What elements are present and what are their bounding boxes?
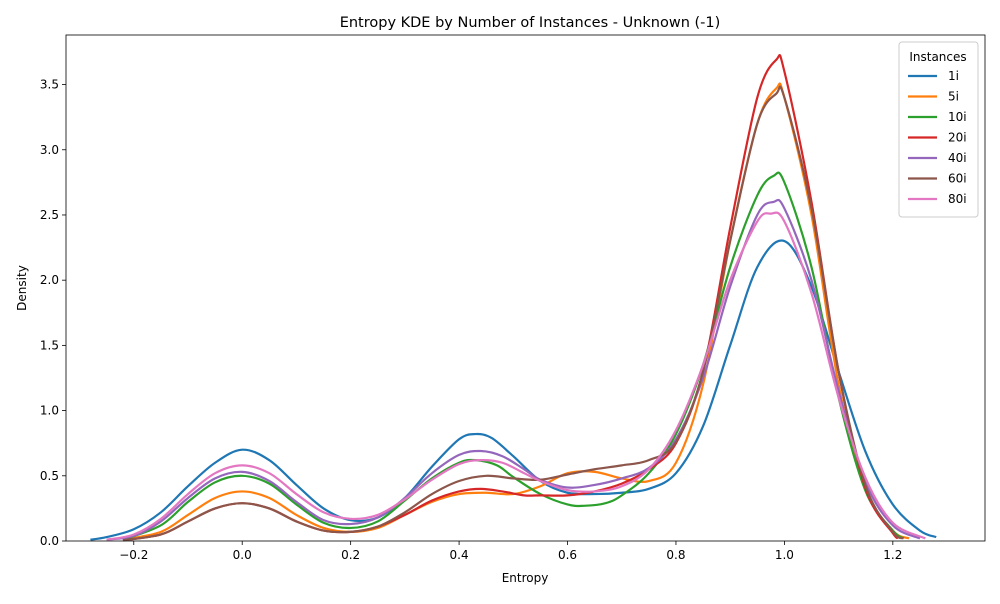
x-tick-label: 1.0 — [775, 548, 794, 562]
x-tick-label: 1.2 — [883, 548, 902, 562]
y-tick-label: 1.0 — [40, 404, 59, 418]
series-line-10i — [122, 171, 905, 541]
y-tick-label: 0.5 — [40, 469, 59, 483]
x-tick-label: −0.2 — [119, 548, 148, 562]
plot-area-frame — [65, 34, 986, 542]
legend-label-1i: 1i — [948, 69, 959, 83]
legend-label-5i: 5i — [948, 90, 959, 104]
series-layer — [90, 54, 937, 542]
x-axis-title: Entropy — [502, 571, 549, 585]
legend-box — [898, 41, 979, 218]
y-tick-label: 0.0 — [40, 534, 59, 548]
y-tick-label: 3.0 — [40, 143, 59, 157]
legend-items: 1i 5i 10i 20i 40i 60i 80i — [908, 69, 967, 206]
series-line-80i — [106, 211, 926, 541]
y-tick-label: 3.5 — [40, 78, 59, 92]
x-tick-label: 0.2 — [341, 548, 360, 562]
series-line-20i — [122, 54, 900, 542]
legend-label-80i: 80i — [948, 192, 967, 206]
legend-title: Instances — [909, 50, 966, 64]
series-line-40i — [106, 198, 921, 541]
series-line-5i — [122, 82, 910, 541]
y-axis-title: Density — [15, 265, 29, 311]
legend-label-40i: 40i — [948, 151, 967, 165]
x-tick-label: 0.8 — [666, 548, 685, 562]
legend-label-60i: 60i — [948, 172, 967, 186]
y-axis: 0.0 0.5 1.0 1.5 2.0 2.5 3.0 3.5 — [40, 78, 66, 548]
x-axis: −0.2 0.0 0.2 0.4 0.6 0.8 1.0 1.2 — [119, 541, 902, 562]
y-tick-label: 2.0 — [40, 273, 59, 287]
y-tick-label: 2.5 — [40, 208, 59, 222]
legend-label-20i: 20i — [948, 131, 967, 145]
chart-title: Entropy KDE by Number of Instances - Unk… — [340, 15, 721, 31]
x-tick-label: 0.6 — [558, 548, 577, 562]
x-tick-label: 0.4 — [450, 548, 469, 562]
y-tick-label: 1.5 — [40, 338, 59, 352]
legend: Instances 1i 5i 10i 20i 40i 60i 80i — [898, 41, 979, 218]
x-tick-label: 0.0 — [233, 548, 252, 562]
legend-label-10i: 10i — [948, 110, 967, 124]
series-line-60i — [122, 85, 905, 542]
